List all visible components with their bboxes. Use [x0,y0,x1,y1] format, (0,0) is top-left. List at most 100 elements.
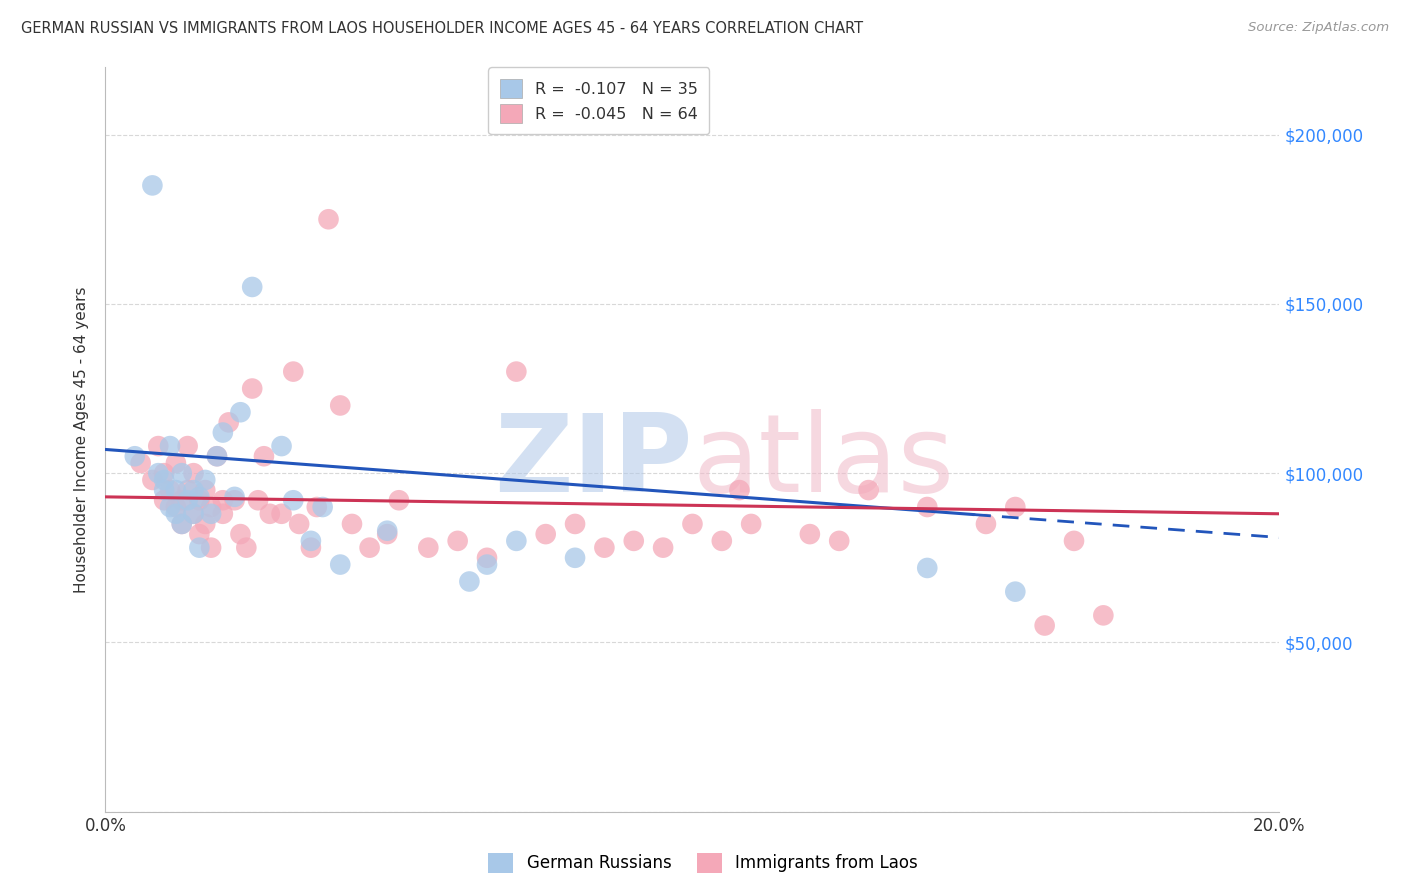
Point [593,541,616,555]
Point [129,456,152,470]
Point [329,558,352,572]
Point [124,449,146,463]
Point [283,365,305,379]
Point [253,449,276,463]
Point [311,500,333,514]
Point [564,516,586,531]
Point [188,493,211,508]
Point [176,439,198,453]
Text: GERMAN RUSSIAN VS IMMIGRANTS FROM LAOS HOUSEHOLDER INCOME AGES 45 - 64 YEARS COR: GERMAN RUSSIAN VS IMMIGRANTS FROM LAOS H… [21,21,863,37]
Point [148,439,170,453]
Point [194,516,217,531]
Point [388,493,411,508]
Point [183,507,205,521]
Point [564,550,586,565]
Point [917,561,939,575]
Point [165,456,187,470]
Point [211,425,233,440]
Point [1004,500,1026,514]
Point [153,473,176,487]
Point [183,483,205,497]
Point [1004,584,1026,599]
Point [170,493,193,508]
Point [359,541,381,555]
Point [247,493,270,508]
Point [194,483,217,497]
Point [728,483,751,497]
Point [229,405,252,419]
Point [153,483,176,497]
Point [1033,618,1056,632]
Point [458,574,481,589]
Point [141,178,163,193]
Point [505,365,527,379]
Point [740,516,762,531]
Legend: German Russians, Immigrants from Laos: German Russians, Immigrants from Laos [482,847,924,880]
Point [159,483,181,497]
Point [159,500,181,514]
Point [283,493,305,508]
Point [1063,533,1085,548]
Point [475,550,498,565]
Point [340,516,363,531]
Point [165,507,187,521]
Point [176,483,198,497]
Point [475,558,498,572]
Point [418,541,440,555]
Point [240,280,263,294]
Y-axis label: Householder Income Ages 45 - 64 years: Householder Income Ages 45 - 64 years [75,286,90,592]
Point [159,439,181,453]
Point [505,533,527,548]
Point [148,466,170,480]
Point [211,507,233,521]
Point [176,493,198,508]
Point [799,527,821,541]
Point [200,507,222,521]
Point [141,473,163,487]
Point [299,541,322,555]
Point [375,524,398,538]
Point [288,516,311,531]
Point [188,490,211,504]
Point [200,500,222,514]
Point [188,541,211,555]
Point [218,416,240,430]
Point [165,483,187,497]
Text: Source: ZipAtlas.com: Source: ZipAtlas.com [1249,21,1389,35]
Point [170,466,193,480]
Point [710,533,733,548]
Point [153,466,176,480]
Point [623,533,645,548]
Point [682,516,704,531]
Point [224,490,246,504]
Point [188,527,211,541]
Point [200,541,222,555]
Point [183,466,205,480]
Point [165,500,187,514]
Point [229,527,252,541]
Point [375,527,398,541]
Point [194,473,217,487]
Point [318,212,340,227]
Point [153,493,176,508]
Point [211,493,233,508]
Text: atlas: atlas [693,409,955,515]
Point [270,507,292,521]
Point [259,507,281,521]
Text: ZIP: ZIP [494,409,693,515]
Point [305,500,328,514]
Point [205,449,228,463]
Point [534,527,557,541]
Point [299,533,322,548]
Point [329,399,352,413]
Point [224,493,246,508]
Point [447,533,470,548]
Point [235,541,257,555]
Point [917,500,939,514]
Point [1092,608,1115,623]
Point [652,541,675,555]
Point [828,533,851,548]
Point [170,516,193,531]
Point [974,516,997,531]
Point [858,483,880,497]
